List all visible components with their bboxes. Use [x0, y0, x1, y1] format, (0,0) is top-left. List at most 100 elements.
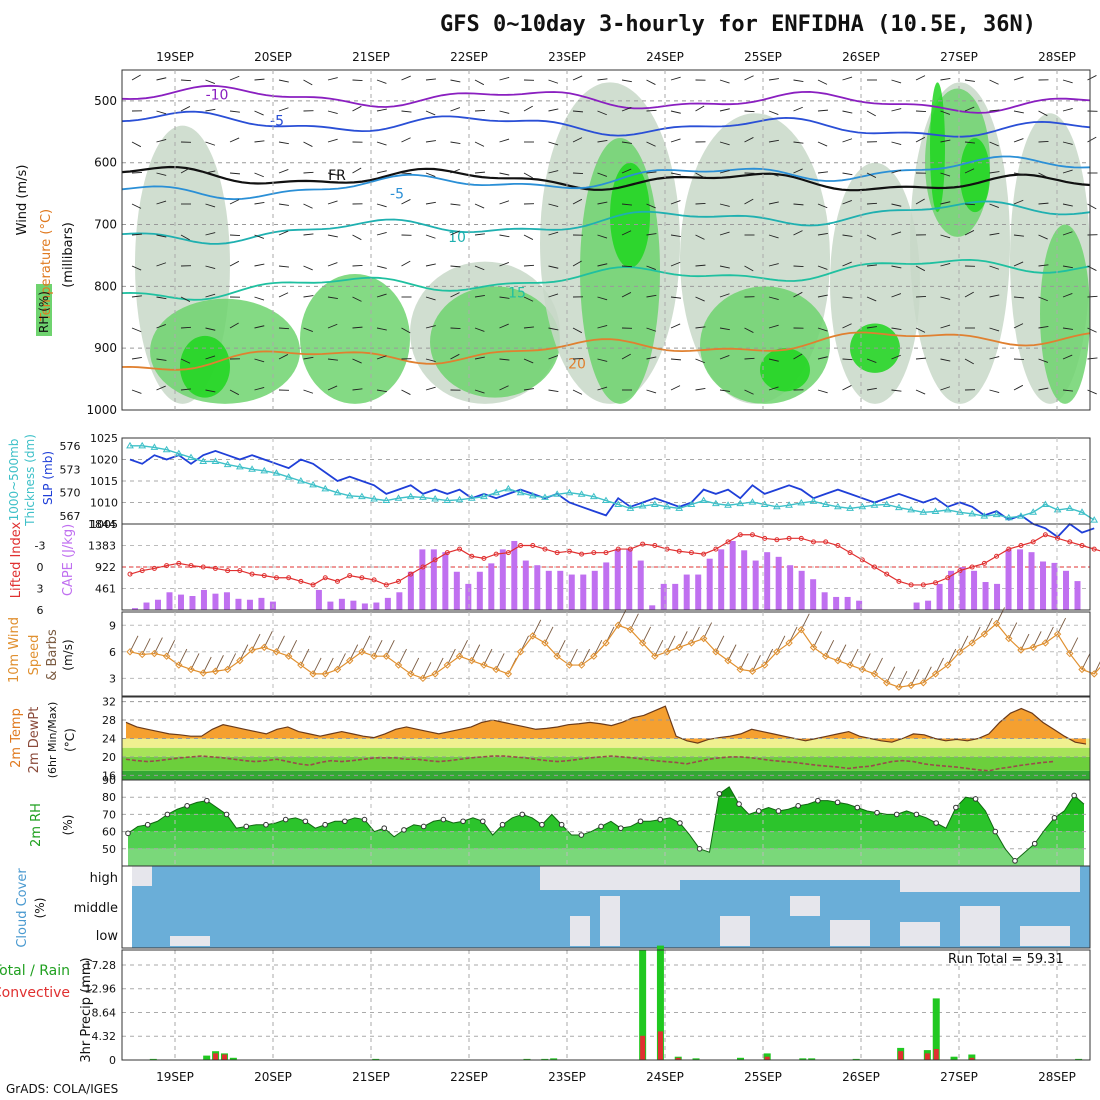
- wind-barb: [180, 106, 191, 112]
- precip-total-bar: [639, 950, 647, 1060]
- wind-barb: [1087, 295, 1098, 298]
- wind-barb: [842, 110, 853, 114]
- wind-marker: [675, 643, 683, 652]
- wind-barb: [621, 265, 633, 268]
- wind-barb: [474, 294, 485, 298]
- wind-barb: [254, 325, 265, 329]
- rh-shade: [300, 274, 410, 404]
- rh-marker: [696, 846, 703, 852]
- wind-barb: [205, 265, 216, 270]
- cape-bar: [511, 540, 518, 610]
- cape-bar: [994, 583, 1001, 610]
- rh-marker: [282, 816, 289, 823]
- wind-barb: [964, 106, 975, 112]
- cape-bar: [166, 592, 173, 610]
- thickness-marker: [931, 507, 940, 514]
- wind-barb: [940, 234, 951, 239]
- wind-barb: [254, 110, 264, 116]
- wind-marker: [1090, 670, 1098, 678]
- lifted-marker: [823, 539, 829, 545]
- wind-barb: [1087, 136, 1097, 143]
- rh-marker: [1071, 792, 1077, 799]
- wind-marker: [614, 621, 622, 629]
- wind-barb: [156, 262, 167, 267]
- wind-barb: [768, 386, 779, 391]
- wind-barb: [891, 354, 901, 360]
- wind-barb: [352, 358, 362, 364]
- wind-barb-10m: [1044, 626, 1054, 644]
- wind-marker: [1017, 646, 1025, 654]
- precip-legend-conv: Convective: [0, 985, 70, 1001]
- wind-barb: [597, 78, 608, 81]
- wind-barb: [1087, 203, 1097, 210]
- wind-barb: [989, 327, 1000, 332]
- date-label-top: 26SEP: [842, 50, 880, 64]
- wind-barb-10m: [678, 631, 688, 648]
- cape-tick-label: 922: [95, 561, 116, 574]
- lifted-marker: [408, 571, 414, 577]
- wind-marker: [1005, 634, 1013, 643]
- wind-barb-10m: [337, 653, 346, 670]
- wind-barb: [205, 203, 216, 208]
- wind-barb: [1013, 172, 1024, 176]
- wind-barb: [940, 386, 951, 391]
- contour-label: -10: [206, 88, 229, 104]
- lifted-marker: [957, 568, 963, 574]
- wind-frame: [121, 611, 1091, 697]
- wind-marker: [162, 652, 171, 660]
- wind-barb: [352, 296, 362, 302]
- rh-marker: [480, 818, 486, 825]
- wind-barb: [817, 171, 828, 174]
- lifted-marker: [212, 565, 218, 571]
- wind-barb: [915, 136, 926, 143]
- date-label-bottom: 27SEP: [940, 1070, 978, 1084]
- wind-barb-10m: [312, 657, 322, 675]
- temp-tick-label: 28: [102, 714, 116, 727]
- ua-axis-label-temperature: Temperature (°C): [39, 209, 54, 322]
- thickness-marker: [724, 501, 732, 508]
- wind-barb-10m: [495, 653, 505, 670]
- wind-barb: [670, 172, 681, 176]
- wind-barb: [303, 295, 314, 298]
- precip-total-bar: [950, 1056, 958, 1060]
- wind-marker: [687, 639, 696, 647]
- wind-barb: [891, 79, 902, 84]
- wind-barb: [646, 265, 656, 271]
- lifted-marker: [762, 535, 768, 541]
- wind-barb: [278, 79, 289, 83]
- wind-barb: [646, 171, 657, 174]
- cape-bar: [660, 583, 667, 610]
- wind-barb: [254, 78, 265, 81]
- cloud-gap: [790, 896, 820, 916]
- wind-marker: [529, 632, 537, 640]
- wind-marker: [321, 670, 329, 678]
- thickness-marker: [821, 500, 830, 507]
- thickness-marker: [309, 480, 317, 488]
- wind-barb: [1062, 327, 1073, 330]
- lifted-axis-label: Lifted Index: [9, 521, 24, 598]
- wind-barb: [842, 261, 852, 267]
- wind-barb: [352, 167, 362, 174]
- precip-total-bar: [541, 1058, 549, 1060]
- wind-marker: [821, 652, 830, 660]
- wind-barb: [303, 79, 313, 86]
- rh-band: [128, 786, 1084, 798]
- lifted-marker: [1067, 539, 1073, 545]
- cloud-axis-label: Cloud Cover: [15, 868, 30, 948]
- wind-barb-10m: [483, 648, 493, 666]
- wind-marker: [492, 665, 500, 674]
- cape-bar: [1074, 581, 1081, 610]
- slp-axis-label: SLP (mb): [41, 451, 55, 505]
- rh-band: [128, 848, 1084, 866]
- lifted-tick-label: -3: [35, 540, 46, 553]
- cloud-row-label: low: [96, 929, 119, 944]
- wind-barb: [621, 230, 632, 236]
- wind-barb: [621, 292, 632, 298]
- wind-barb: [646, 356, 657, 360]
- cape-bar: [465, 583, 472, 610]
- rh-marker: [499, 821, 506, 828]
- wind-barb-10m: [324, 657, 334, 675]
- wind-barb-10m: [898, 670, 908, 688]
- wind-barb: [205, 170, 216, 174]
- thickness-marker: [321, 484, 330, 492]
